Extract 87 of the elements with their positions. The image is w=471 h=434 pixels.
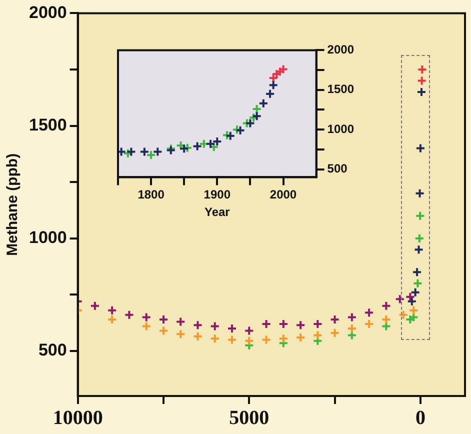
point bbox=[179, 144, 190, 154]
point bbox=[261, 318, 272, 329]
point bbox=[415, 143, 426, 154]
point bbox=[278, 334, 288, 344]
point bbox=[346, 323, 357, 334]
point bbox=[158, 326, 168, 336]
y-tick-label: 500 bbox=[327, 162, 348, 176]
point bbox=[192, 331, 203, 342]
point bbox=[158, 314, 168, 324]
point bbox=[252, 111, 262, 122]
point bbox=[210, 321, 220, 332]
point bbox=[192, 320, 203, 330]
point bbox=[412, 278, 423, 288]
point bbox=[381, 321, 392, 332]
y-tick-label: 500 bbox=[38, 340, 67, 360]
point bbox=[268, 72, 278, 83]
point bbox=[398, 310, 408, 320]
point bbox=[296, 332, 306, 342]
point bbox=[414, 244, 424, 255]
point bbox=[152, 146, 163, 157]
x-tick-label: 0 bbox=[415, 407, 426, 430]
y-tick-label: 1500 bbox=[327, 82, 354, 96]
point bbox=[227, 334, 238, 345]
point bbox=[258, 98, 268, 108]
point bbox=[244, 326, 254, 336]
point bbox=[312, 318, 323, 329]
y-tick-label: 2000 bbox=[28, 2, 67, 22]
point bbox=[245, 118, 256, 128]
point bbox=[394, 294, 405, 304]
point bbox=[278, 318, 288, 329]
point bbox=[346, 312, 357, 322]
point bbox=[206, 138, 216, 149]
y-tick-label: 1000 bbox=[327, 122, 354, 136]
point bbox=[235, 125, 246, 136]
point bbox=[330, 314, 340, 324]
x-tick-label: 5000 bbox=[229, 407, 270, 430]
point bbox=[346, 330, 357, 340]
x-tick-label: 10000 bbox=[52, 407, 103, 430]
point bbox=[414, 188, 425, 198]
y-axis-title: Methane (ppb) bbox=[4, 153, 22, 256]
point bbox=[416, 76, 427, 86]
point bbox=[176, 316, 186, 327]
y-tick-label: 1000 bbox=[28, 228, 67, 248]
point bbox=[192, 141, 202, 152]
point bbox=[146, 150, 156, 160]
y-tick-label: 1500 bbox=[28, 115, 67, 134]
point bbox=[364, 308, 374, 318]
point bbox=[227, 323, 238, 334]
point bbox=[244, 336, 254, 346]
point bbox=[412, 267, 422, 278]
point bbox=[268, 80, 278, 90]
point bbox=[210, 334, 220, 344]
point bbox=[107, 305, 118, 316]
point bbox=[208, 142, 219, 152]
point bbox=[364, 318, 374, 329]
point bbox=[381, 300, 392, 311]
point bbox=[408, 305, 419, 316]
x-tick-label: 2000 bbox=[270, 188, 297, 202]
point bbox=[416, 87, 426, 98]
y-tick-label: 2000 bbox=[327, 42, 354, 57]
point bbox=[141, 321, 152, 332]
point bbox=[141, 312, 152, 322]
point bbox=[252, 104, 262, 114]
point bbox=[417, 64, 428, 74]
point bbox=[90, 300, 100, 311]
point bbox=[330, 328, 340, 338]
point bbox=[414, 233, 424, 244]
x-axis-title: Year bbox=[204, 205, 230, 220]
x-tick-label: 1800 bbox=[138, 188, 165, 202]
point bbox=[139, 146, 150, 157]
point bbox=[265, 88, 276, 99]
point bbox=[124, 310, 134, 320]
point bbox=[261, 334, 272, 345]
point bbox=[312, 330, 323, 340]
point bbox=[410, 287, 420, 298]
point bbox=[198, 138, 209, 149]
point bbox=[107, 314, 118, 324]
point bbox=[126, 146, 136, 157]
point bbox=[415, 210, 426, 221]
point bbox=[212, 136, 222, 146]
point bbox=[406, 296, 417, 306]
point bbox=[176, 329, 186, 340]
x-tick-label: 1900 bbox=[204, 188, 231, 202]
point bbox=[405, 292, 416, 302]
point bbox=[225, 130, 236, 141]
point bbox=[296, 320, 306, 330]
point bbox=[381, 314, 392, 324]
